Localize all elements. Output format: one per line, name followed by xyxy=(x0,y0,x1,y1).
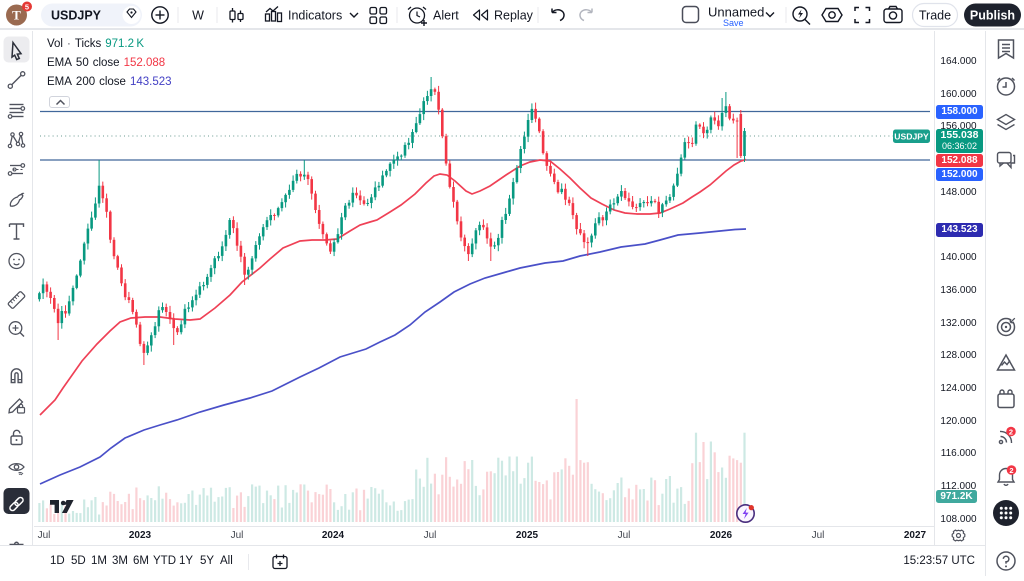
svg-text:USDJPY: USDJPY xyxy=(51,9,102,23)
svg-text:Replay: Replay xyxy=(494,9,534,23)
svg-text:Indicators: Indicators xyxy=(288,9,342,23)
svg-text:2: 2 xyxy=(1009,466,1013,475)
svg-text:Publish: Publish xyxy=(970,9,1015,23)
svg-text:Save: Save xyxy=(723,18,744,28)
svg-text:Alert: Alert xyxy=(433,9,459,23)
svg-text:Trade: Trade xyxy=(919,9,951,23)
svg-text:W: W xyxy=(192,9,204,23)
svg-text:T: T xyxy=(12,8,21,23)
svg-text:5: 5 xyxy=(25,2,29,11)
svg-text:2: 2 xyxy=(1009,428,1013,437)
svg-text:Unnamed: Unnamed xyxy=(708,5,764,20)
svg-text:USDJPY: USDJPY xyxy=(894,131,929,141)
